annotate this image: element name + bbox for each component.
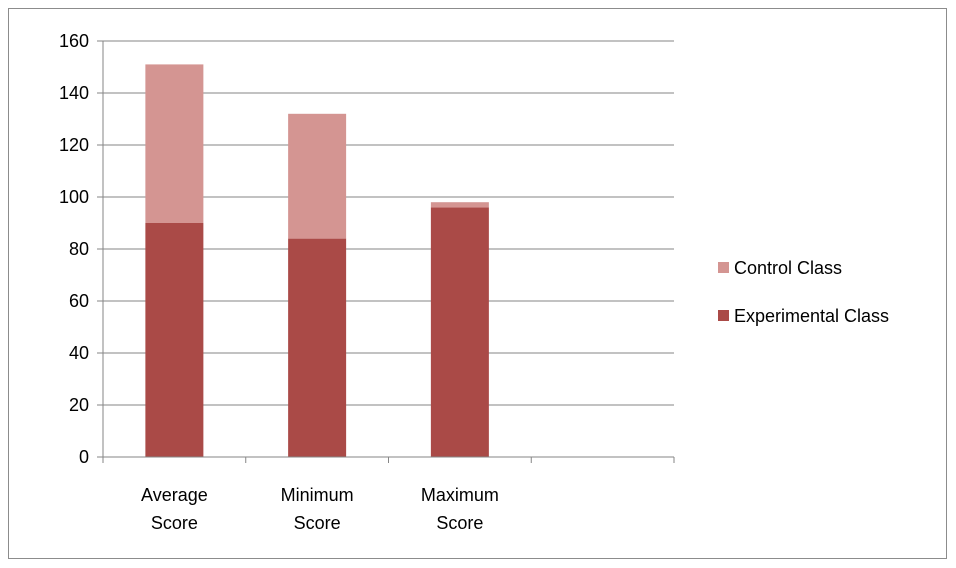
y-tick-label: 120 — [59, 135, 89, 155]
legend: Control Class Experimental Class — [718, 258, 889, 326]
bar-control-2 — [430, 202, 489, 208]
legend-swatch — [718, 310, 729, 321]
bar-control-1 — [288, 113, 347, 239]
x-category-label: Average — [141, 485, 208, 505]
legend-swatch — [718, 262, 729, 273]
legend-label: Experimental Class — [734, 306, 889, 326]
y-tick-label: 100 — [59, 187, 89, 207]
bars — [145, 64, 489, 457]
axes — [97, 40, 675, 463]
y-tick-label: 0 — [79, 447, 89, 467]
y-tick-labels: 0 20 40 60 80 100 120 140 160 — [59, 31, 89, 467]
y-tick-label: 160 — [59, 31, 89, 51]
bar-control-0 — [145, 64, 204, 224]
bar-experimental-2 — [430, 207, 489, 457]
y-tick-label: 80 — [69, 239, 89, 259]
bar-experimental-0 — [145, 223, 204, 457]
x-category-label: Minimum — [281, 485, 354, 505]
x-category-label: Score — [294, 513, 341, 533]
y-tick-label: 60 — [69, 291, 89, 311]
y-tick-label: 20 — [69, 395, 89, 415]
x-category-label: Score — [436, 513, 483, 533]
y-tick-label: 40 — [69, 343, 89, 363]
x-category-label: Score — [151, 513, 198, 533]
x-category-labels: Average Score Minimum Score Maximum Score — [141, 485, 499, 533]
y-tick-label: 140 — [59, 83, 89, 103]
x-category-label: Maximum — [421, 485, 499, 505]
legend-label: Control Class — [734, 258, 842, 278]
bar-experimental-1 — [288, 238, 347, 457]
